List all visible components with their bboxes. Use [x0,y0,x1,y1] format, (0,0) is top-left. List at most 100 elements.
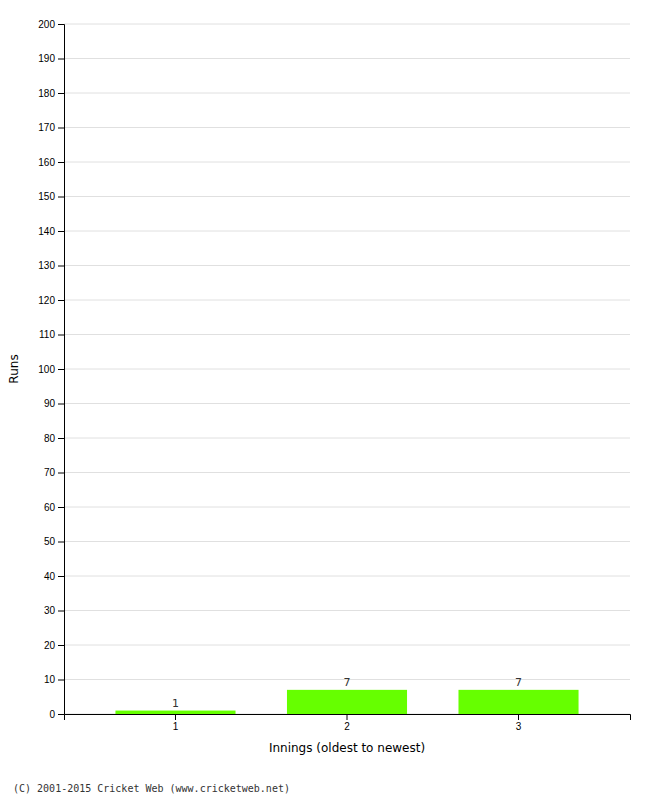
y-tick: 190 [38,53,64,64]
grid-line [64,645,630,646]
y-tick-label: 120 [38,295,55,306]
y-tick: 0 [49,709,64,720]
y-tick: 80 [44,433,64,444]
grid-line [64,369,630,370]
y-tick-label: 30 [44,605,56,616]
grid-line [64,403,630,404]
y-tick: 200 [38,19,64,30]
y-tick-mark [58,714,64,715]
y-tick: 60 [44,502,64,513]
x-tick-label: 1 [173,721,179,732]
data-label: 7 [515,676,522,689]
grid-line [64,58,630,59]
y-tick: 120 [38,295,64,306]
y-tick-mark [58,128,64,129]
y-tick-label: 150 [38,191,55,202]
bar [115,711,235,714]
y-tick: 150 [38,191,64,202]
x-tick-mark [347,714,348,720]
y-tick-mark [58,197,64,198]
y-tick: 160 [38,157,64,168]
plot-area: 0 10 20 30 40 50 60 70 80 90 100 110 120 130 140 150 160… [38,19,630,732]
y-axis-title: Runs [7,354,21,383]
data-label: 7 [344,676,351,689]
y-tick-mark [58,507,64,508]
y-tick-mark [58,59,64,60]
y-tick-mark [58,335,64,336]
y-tick-label: 80 [44,433,56,444]
y-tick-mark [58,300,64,301]
x-tick-mark [518,714,519,720]
grid-line [64,472,630,473]
grid-line [64,93,630,94]
y-tick-mark [58,24,64,25]
y-tick-label: 0 [49,709,55,720]
x-tick: 2 [344,714,350,732]
y-tick-label: 160 [38,157,55,168]
y-tick-label: 110 [39,329,55,340]
y-tick-label: 20 [44,640,56,651]
grid-line [64,576,630,577]
bar [287,690,407,714]
y-tick-label: 50 [44,536,56,547]
y-axis-line [58,25,65,715]
y-tick-label: 90 [44,398,56,409]
y-tick: 140 [38,226,64,237]
y-tick: 70 [44,467,64,478]
x-axis: 1 2 3 [65,714,631,732]
y-tick-label: 180 [38,88,55,99]
y-tick-label: 170 [38,122,55,133]
y-tick-mark [58,266,64,267]
y-tick-mark [58,645,64,646]
y-tick-mark [58,611,64,612]
y-axis: 0 10 20 30 40 50 60 70 80 90 100 110 120 130 140 150 160… [38,19,64,720]
data-label: 1 [172,697,179,710]
x-tick-mark [175,714,176,720]
y-tick: 40 [44,571,64,582]
y-tick-mark [58,93,64,94]
grid-line [64,265,630,266]
y-tick-label: 40 [44,571,56,582]
y-tick: 180 [38,88,64,99]
y-tick-label: 60 [44,502,56,513]
footer: (C) 2001-2015 Cricket Web (www.cricketwe… [13,783,290,794]
y-tick-mark [58,369,64,370]
y-tick-label: 70 [44,467,56,478]
y-tick-mark [58,576,64,577]
y-tick-mark [58,473,64,474]
grid-line [64,300,630,301]
y-tick-mark [58,162,64,163]
data-labels: 1 7 7 [172,676,522,710]
bar [458,690,578,714]
y-tick-mark [58,438,64,439]
grid [64,24,630,714]
y-tick-label: 140 [38,226,55,237]
y-tick-label: 100 [38,364,55,375]
chart-svg: 0 10 20 30 40 50 60 70 80 90 100 110 120 130 140 150 160… [0,0,650,800]
grid-line [64,127,630,128]
y-tick-label: 130 [38,260,55,271]
y-tick: 90 [44,398,64,409]
grid-line [64,507,630,508]
y-tick-mark [58,542,64,543]
y-tick: 10 [44,674,64,685]
y-tick-label: 200 [38,19,55,30]
grid-line [64,231,630,232]
x-tick: 3 [516,714,522,732]
y-tick: 20 [44,640,64,651]
grid-line [64,438,630,439]
x-tick: 1 [173,714,179,732]
y-tick-label: 10 [44,674,56,685]
y-tick: 30 [44,605,64,616]
grid-line [64,162,630,163]
y-tick-mark [58,404,64,405]
x-axis-line [65,715,631,721]
y-tick: 100 [38,364,64,375]
y-tick-mark [58,231,64,232]
x-tick-label: 3 [516,721,522,732]
grid-line [64,334,630,335]
y-tick-mark [58,680,64,681]
x-tick-label: 2 [344,721,350,732]
grid-line [64,24,630,25]
y-tick-label: 190 [38,53,55,64]
